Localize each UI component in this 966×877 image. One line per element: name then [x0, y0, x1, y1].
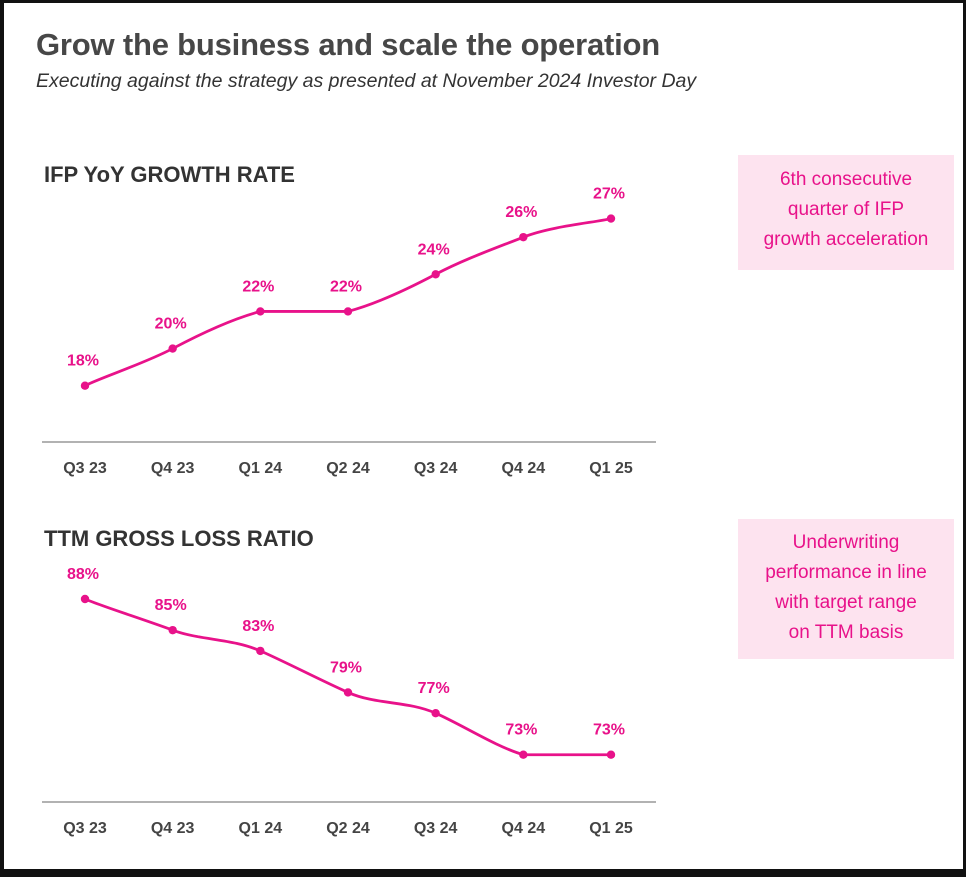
ifp-growth-data-label-5: 24%	[418, 241, 450, 258]
loss-ratio-x-tick-7: Q1 25	[589, 820, 633, 837]
loss-ratio-point-3	[256, 646, 265, 656]
loss-ratio-point-1	[80, 594, 90, 604]
loss-ratio-point-2	[168, 625, 177, 635]
loss-ratio-point-6	[519, 750, 528, 759]
ifp-growth-data-label-3: 22%	[242, 278, 274, 295]
loss-ratio-data-label-3: 83%	[242, 618, 274, 635]
ifp-growth-x-tick-6: Q4 24	[502, 460, 546, 477]
page-title: Grow the business and scale the operatio…	[36, 27, 661, 62]
loss-ratio-point-4	[343, 688, 353, 697]
ifp-growth-data-label-7: 27%	[593, 186, 625, 203]
loss-ratio-data-label-5: 77%	[418, 680, 450, 697]
ifp-growth-point-1	[80, 381, 90, 390]
loss-ratio-callout: Underwriting performance in line with ta…	[738, 519, 954, 659]
ifp-growth-point-6	[519, 232, 528, 242]
ifp-growth-x-tick-1: Q3 23	[63, 460, 107, 477]
loss-ratio-point-5	[431, 708, 440, 718]
ifp-growth-data-label-2: 20%	[155, 316, 187, 333]
ifp-growth-point-7	[606, 214, 616, 223]
loss-ratio-point-7	[606, 750, 616, 759]
ifp-growth-point-5	[431, 270, 440, 279]
loss-ratio-x-tick-6: Q4 24	[502, 820, 546, 837]
ifp-growth-x-tick-3: Q1 24	[239, 460, 283, 477]
ifp-growth-chart-title: IFP YoY GROWTH RATE	[44, 162, 295, 187]
page-subtitle: Executing against the strategy as presen…	[36, 70, 697, 92]
ifp-growth-x-tick-5: Q3 24	[414, 460, 458, 477]
ifp-growth-x-tick-2: Q4 23	[151, 460, 195, 477]
ifp-growth-data-label-4: 22%	[330, 278, 362, 295]
loss-ratio-data-label-4: 79%	[330, 659, 362, 676]
ifp-growth-point-4	[343, 307, 353, 316]
loss-ratio-data-label-2: 85%	[155, 597, 187, 614]
ifp-growth-series-line	[83, 217, 613, 388]
ifp-growth-callout: 6th consecutive quarter of IFP growth ac…	[738, 155, 954, 270]
loss-ratio-data-label-7: 73%	[593, 722, 625, 739]
loss-ratio-x-tick-2: Q4 23	[151, 820, 195, 837]
loss-ratio-x-tick-5: Q3 24	[414, 820, 458, 837]
ifp-growth-x-tick-7: Q1 25	[589, 460, 633, 477]
loss-ratio-x-tick-3: Q1 24	[239, 820, 283, 837]
loss-ratio-x-tick-4: Q2 24	[326, 820, 370, 837]
loss-ratio-data-label-1: 88%	[67, 566, 99, 583]
ifp-growth-point-3	[256, 307, 265, 316]
loss-ratio-chart-title: TTM GROSS LOSS RATIO	[44, 526, 314, 551]
ifp-growth-data-label-6: 26%	[505, 204, 537, 221]
loss-ratio-data-label-6: 73%	[505, 722, 537, 739]
ifp-growth-data-label-1: 18%	[67, 353, 99, 370]
loss-ratio-x-tick-1: Q3 23	[63, 820, 107, 837]
ifp-growth-x-tick-4: Q2 24	[326, 460, 370, 477]
ifp-growth-point-2	[168, 344, 177, 353]
